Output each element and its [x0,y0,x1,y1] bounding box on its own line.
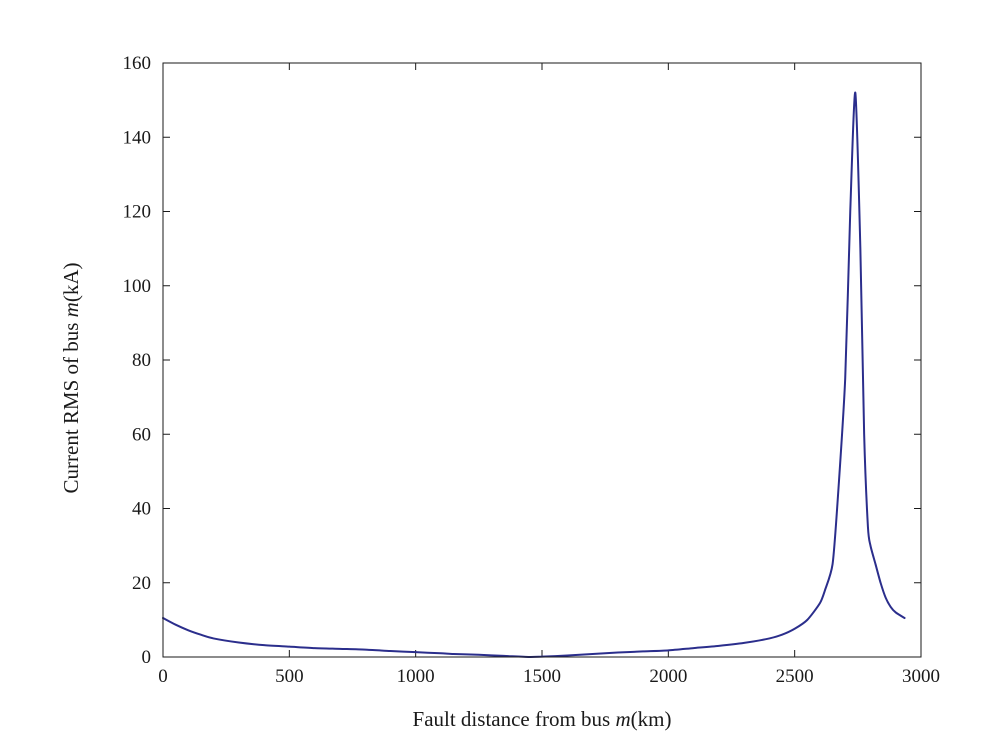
plot-frame [162,62,922,658]
x-tick-label: 3000 [902,666,940,687]
y-tick-label: 140 [123,127,152,148]
y-tick-label: 60 [132,424,151,445]
x-tick-label: 500 [275,666,304,687]
x-tick-label: 0 [158,666,168,687]
series-layer [162,91,906,659]
x-tick-label: 1000 [397,666,435,687]
y-tick-label: 20 [132,573,151,594]
y-tick-label: 40 [132,499,151,520]
x-tick-label: 2000 [649,666,687,687]
series-line [162,91,906,659]
x-axis-label: Fault distance from bus m(km) [413,707,672,731]
x-tick-label: 1500 [523,666,561,687]
y-axis-label: Current RMS of bus m(kA) [59,262,83,493]
y-tick-label: 160 [123,53,152,74]
x-tick-label: 2500 [776,666,814,687]
y-tick-label: 0 [142,647,152,668]
y-tick-label: 100 [123,276,152,297]
ticks: 0 500 1000 1500 2000 2500 3000 0 20 40 60 80 100 120 1… [123,53,941,687]
y-tick-label: 120 [123,202,152,223]
y-tick-label: 80 [132,350,151,371]
